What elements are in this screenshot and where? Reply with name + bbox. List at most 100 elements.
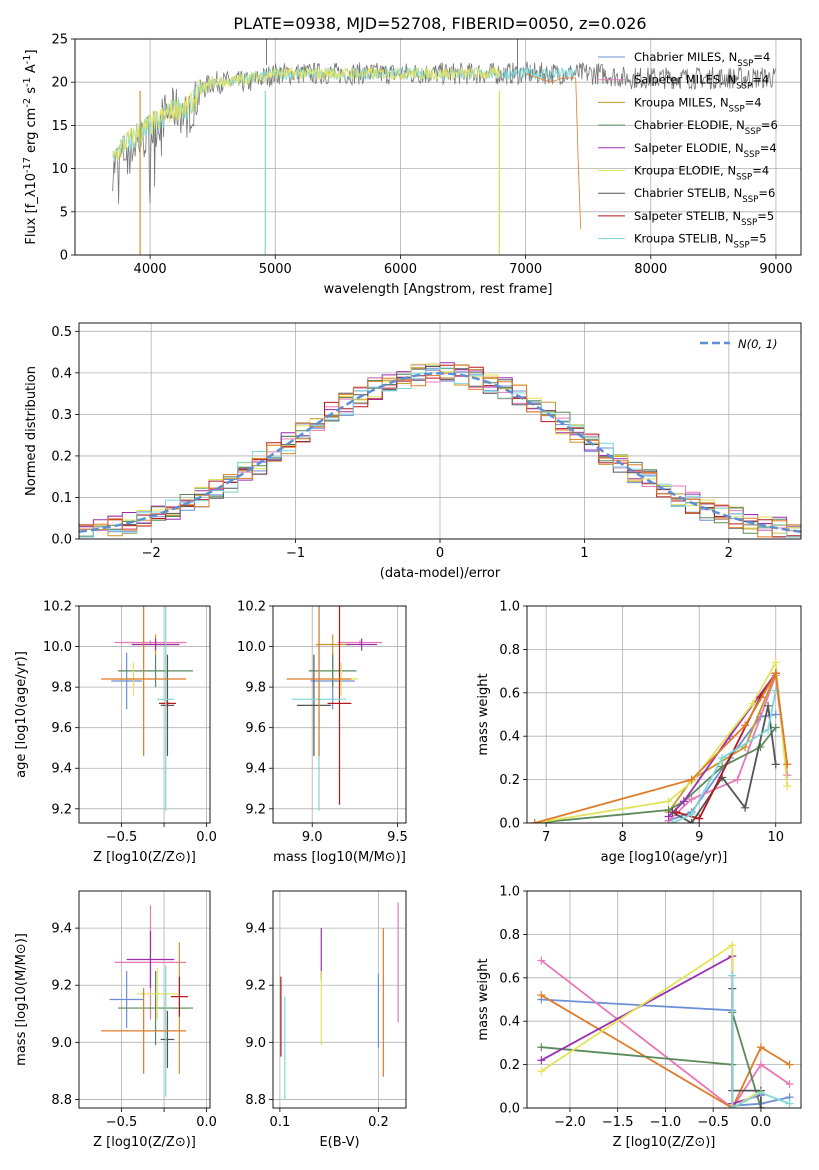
y-tick-label: 1.0 xyxy=(499,600,520,615)
weight-marker xyxy=(783,782,792,791)
y-tick-label: 0.4 xyxy=(499,1015,520,1030)
x-tick-label: 0.0 xyxy=(751,1115,772,1130)
weight-marker xyxy=(771,710,780,719)
y-tick-label: 0.0 xyxy=(51,533,72,548)
weight-marker xyxy=(537,1056,546,1065)
x-tick-label: −2 xyxy=(142,546,161,561)
weight-marker xyxy=(664,797,673,806)
weight-series xyxy=(534,726,777,823)
y-tick-label: 0.1 xyxy=(51,491,72,506)
weight-marker xyxy=(664,812,673,821)
axes-frame xyxy=(526,605,802,824)
x-tick-label: −0.5 xyxy=(106,1115,138,1130)
y-tick-label: 0.0 xyxy=(499,1102,520,1117)
legend-entry: Chabrier STELIB, NSSP=6 xyxy=(634,186,775,205)
legend-entry: N(0, 1) xyxy=(738,337,778,351)
y-tick-label: 0.8 xyxy=(499,643,520,658)
x-tick-label: 9.0 xyxy=(302,830,323,845)
legend-entry: Kroupa MILES, NSSP=4 xyxy=(634,95,762,114)
y-tick-label: 0.5 xyxy=(51,325,72,340)
x-tick-label: 1 xyxy=(580,546,588,561)
legend-entry: Kroupa STELIB, NSSP=5 xyxy=(634,232,767,251)
age-vs-z-panel: −0.5 0.0 9.2 9.4 9.6 9.8 10.0 10.2 Z [log10(Z/Z⊙… xyxy=(14,600,217,866)
y-axis-label: Normed distribution xyxy=(24,366,39,496)
weight-marker xyxy=(771,658,780,667)
plot-area xyxy=(537,941,794,1108)
y-tick-label: 1.0 xyxy=(499,885,520,900)
y-tick-label: 9.0 xyxy=(245,1036,266,1051)
spectrum-panel: 4000 5000 6000 7000 8000 9000 0 5 10 15 20 25 wavele… xyxy=(22,33,802,297)
y-tick-label: 0.4 xyxy=(51,366,72,381)
weight-marker xyxy=(764,701,773,710)
x-tick-label: 8 xyxy=(619,830,627,845)
x-tick-label: 0 xyxy=(436,546,444,561)
y-tick-label: 15 xyxy=(51,119,68,134)
weight-series xyxy=(534,659,789,823)
y-tick-label: 20 xyxy=(51,76,68,91)
weight-marker xyxy=(771,669,780,678)
y-tick-label: 0.4 xyxy=(499,730,520,745)
weight-marker xyxy=(764,725,773,734)
weight-marker xyxy=(756,1088,765,1097)
x-tick-label: −0.5 xyxy=(697,1115,729,1130)
legend-entry: Salpeter ELODIE, NSSP=4 xyxy=(634,141,777,160)
x-tick-label: 5000 xyxy=(259,262,292,277)
weight-marker xyxy=(668,819,677,823)
weight-series xyxy=(540,954,762,1105)
legend-entry: Salpeter STELIB, NSSP=5 xyxy=(634,209,774,228)
weight-marker xyxy=(785,1099,794,1108)
weight-marker xyxy=(783,760,792,769)
x-tick-label: −2.0 xyxy=(554,1115,586,1130)
x-tick-label: −1.0 xyxy=(650,1115,682,1130)
y-tick-label: 9.2 xyxy=(51,802,72,817)
weight-marker xyxy=(537,956,546,965)
weight-marker xyxy=(748,699,757,708)
weight-marker xyxy=(728,941,737,950)
x-axis-label: Z [log10(Z/Z⊙)] xyxy=(93,1135,196,1150)
legend-entry: Kroupa ELODIE, NSSP=4 xyxy=(634,164,769,183)
x-tick-label: 7 xyxy=(542,830,550,845)
x-tick-label: −0.5 xyxy=(106,830,138,845)
y-tick-label: 9.8 xyxy=(51,681,72,696)
y-tick-label: 0.2 xyxy=(499,773,520,788)
y-tick-label: 5 xyxy=(60,205,68,220)
y-axis-label: Flux [f_λ10-17 erg cm-2 s-1 A-1] xyxy=(22,49,40,244)
plot-area xyxy=(101,606,193,811)
x-tick-label: 4000 xyxy=(134,262,167,277)
x-tick-label: 8000 xyxy=(634,262,667,277)
y-tick-label: 0.2 xyxy=(51,449,72,464)
x-axis-label: (data-model)/error xyxy=(380,566,501,581)
y-tick-label: 9.0 xyxy=(51,1036,72,1051)
weight-series xyxy=(731,975,790,1108)
weight-marker xyxy=(537,991,546,1000)
y-tick-label: 10.2 xyxy=(237,600,266,615)
weight-marker xyxy=(756,743,765,752)
weight-series xyxy=(540,994,790,1108)
weight-marker xyxy=(672,808,681,817)
plot-area xyxy=(286,606,383,811)
axes-frame xyxy=(272,605,407,824)
gaussian-curve xyxy=(79,372,801,533)
plot-area xyxy=(112,39,777,255)
weight-marker xyxy=(771,760,780,769)
weight-marker xyxy=(741,721,750,730)
weight-marker xyxy=(687,819,696,823)
y-tick-label: 10.0 xyxy=(43,640,72,655)
mass-vs-ebv-panel: 0.1 0.2 8.8 9.0 9.2 9.4 E(B-V) xyxy=(245,890,407,1150)
legend-entry: Salpeter MILES, NSSP=4 xyxy=(634,73,769,92)
x-tick-label: 9 xyxy=(695,830,703,845)
y-tick-label: 10 xyxy=(51,162,68,177)
y-tick-label: 9.8 xyxy=(245,681,266,696)
x-tick-label: 9000 xyxy=(759,262,792,277)
weight-marker xyxy=(537,1067,546,1076)
x-tick-label: −1.5 xyxy=(602,1115,634,1130)
weight-marker xyxy=(771,723,780,732)
y-tick-label: 0.6 xyxy=(499,971,520,986)
axes-frame xyxy=(78,322,802,540)
legend-entry: Chabrier MILES, NSSP=4 xyxy=(634,50,770,69)
y-axis-label: mass weight xyxy=(476,958,491,1040)
plot-area xyxy=(280,902,399,1100)
x-axis-label: mass [log10(M/M⊙)] xyxy=(273,850,406,865)
y-tick-label: 9.4 xyxy=(245,922,266,937)
weight-marker xyxy=(679,797,688,806)
